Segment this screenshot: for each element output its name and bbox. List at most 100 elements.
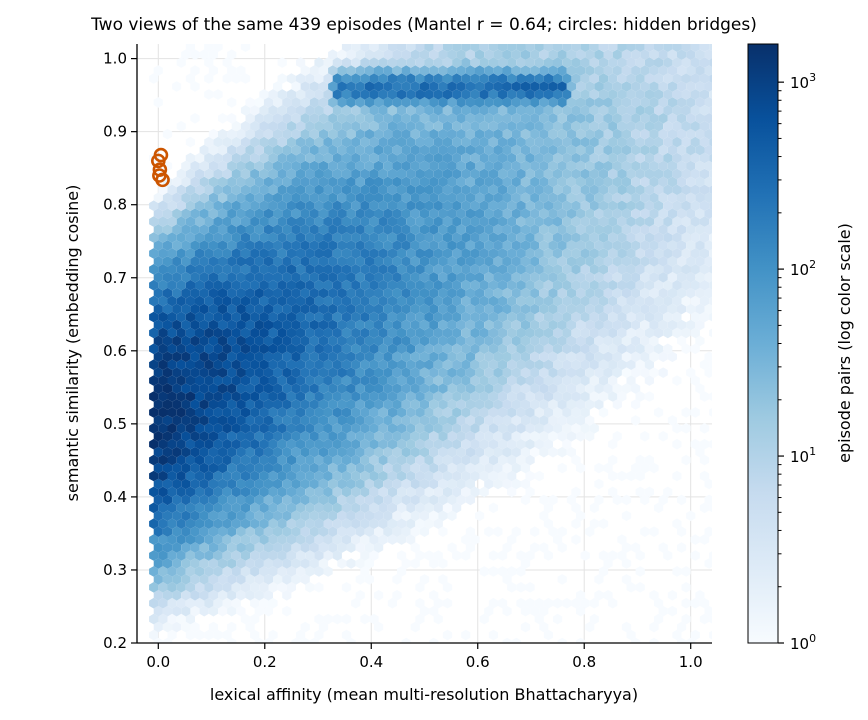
hexbin-cell <box>364 144 374 156</box>
hexbin-cell <box>562 311 572 323</box>
hexbin-cell <box>677 319 687 331</box>
hexbin-cell <box>507 136 517 148</box>
hexbin-cell <box>612 303 622 315</box>
hexbin-cell <box>424 423 434 434</box>
hexbin-cell <box>236 176 246 188</box>
hexbin-cell <box>204 423 214 434</box>
hexbin-cell <box>190 272 200 283</box>
hexbin-cell <box>181 287 191 299</box>
hexbin-cell <box>286 120 296 132</box>
hexbin-cell <box>401 637 411 643</box>
hexbin-cell <box>213 597 223 609</box>
hexbin-cell <box>658 240 668 251</box>
hexbin-cell <box>580 597 590 609</box>
hexbin-cell <box>410 510 420 522</box>
hexbin-cell <box>268 136 278 148</box>
hexbin-cell <box>589 57 599 68</box>
hexbin-cell <box>479 359 489 370</box>
hexbin-cell <box>176 359 186 370</box>
hexbin-cell <box>227 224 237 235</box>
hexbin-cell <box>323 232 333 243</box>
hexbin-cell <box>539 160 549 172</box>
hexbin-cell <box>254 319 264 331</box>
colorbar-tick-label: 100 <box>790 632 816 653</box>
hexbin-cell <box>410 319 420 331</box>
hexbin-cell <box>456 303 466 315</box>
hexbin-cell <box>172 510 182 522</box>
hexbin-cell <box>548 335 558 347</box>
hexbin-cell <box>387 248 397 259</box>
hexbin-cell <box>438 399 448 410</box>
hexbin-cell <box>254 478 264 490</box>
hexbin-cell <box>355 240 365 251</box>
hexbin-cell <box>222 152 232 164</box>
hexbin-cell <box>484 287 494 299</box>
hexbin-cell <box>364 415 374 426</box>
hexbin-cell <box>502 192 512 204</box>
hexbin-cell <box>346 542 356 553</box>
hexbin-cell <box>681 423 691 434</box>
hexbin-cell <box>254 224 264 235</box>
hexbin-cell <box>167 470 177 482</box>
hexbin-cell <box>364 81 374 92</box>
hexbin-cell <box>649 49 659 60</box>
hexbin-cell <box>273 558 283 569</box>
hexbin-cell <box>309 526 319 537</box>
hexbin-cell <box>263 192 273 204</box>
hexbin-cell <box>479 73 489 84</box>
hexbin-cell <box>539 176 549 188</box>
hexbin-cell <box>690 200 700 211</box>
hexbin-cell <box>259 470 269 482</box>
hexbin-cell <box>282 574 292 585</box>
hexbin-cell <box>282 192 292 204</box>
hexbin-cell <box>364 208 374 219</box>
hexbin-cell <box>364 478 374 490</box>
hexbin-cell <box>387 44 397 52</box>
hexbin-cell <box>332 375 342 386</box>
hexbin-cell <box>695 272 705 283</box>
hexbin-cell <box>419 160 430 172</box>
hexbin-cell <box>172 319 182 331</box>
hexbin-cell <box>576 176 586 188</box>
hexbin-cell <box>424 359 434 370</box>
hexbin-cell <box>511 160 521 172</box>
hexbin-cell <box>562 200 572 211</box>
hexbin-cell <box>562 264 572 275</box>
hexbin-cell <box>387 168 397 180</box>
hexbin-cell <box>539 335 549 347</box>
hexbin-cell <box>273 542 283 553</box>
hexbin-cell <box>516 438 526 450</box>
hexbin-cell <box>195 534 205 545</box>
hexbin-cell <box>594 128 604 140</box>
hexbin-cell <box>378 407 388 418</box>
hexbin-cell <box>406 359 416 370</box>
hexbin-cell <box>631 160 641 172</box>
hexbin-cell <box>493 431 503 442</box>
hexbin-cell <box>181 621 191 633</box>
hexbin-cell <box>314 343 324 355</box>
hexbin-cell <box>406 44 416 52</box>
hexbin-cell <box>571 407 581 418</box>
hexbin-cell <box>222 454 232 466</box>
hexbin-cell <box>314 279 324 291</box>
hexbin-cell <box>268 375 278 386</box>
hexbin-cell <box>204 550 214 561</box>
hexbin-cell <box>612 335 622 347</box>
hexbin-cell <box>181 590 191 601</box>
hexbin-cell <box>199 431 209 442</box>
hexbin-cell <box>397 486 407 498</box>
hexbin-cell <box>626 89 636 100</box>
hexbin-cell <box>323 152 333 164</box>
hexbin-cell <box>158 375 168 386</box>
hexbin-cell <box>286 407 296 418</box>
hexbin-cell <box>250 597 260 609</box>
hexbin-cell <box>663 279 673 291</box>
hexbin-cell <box>282 558 292 569</box>
hexbin-cell <box>351 327 361 339</box>
hexbin-cell <box>364 272 374 283</box>
hexbin-cell <box>397 279 407 291</box>
hexbin-cell <box>456 192 466 204</box>
hexbin-cell <box>479 105 489 116</box>
hexbin-cell <box>419 494 430 506</box>
hexbin-cell <box>181 431 191 442</box>
